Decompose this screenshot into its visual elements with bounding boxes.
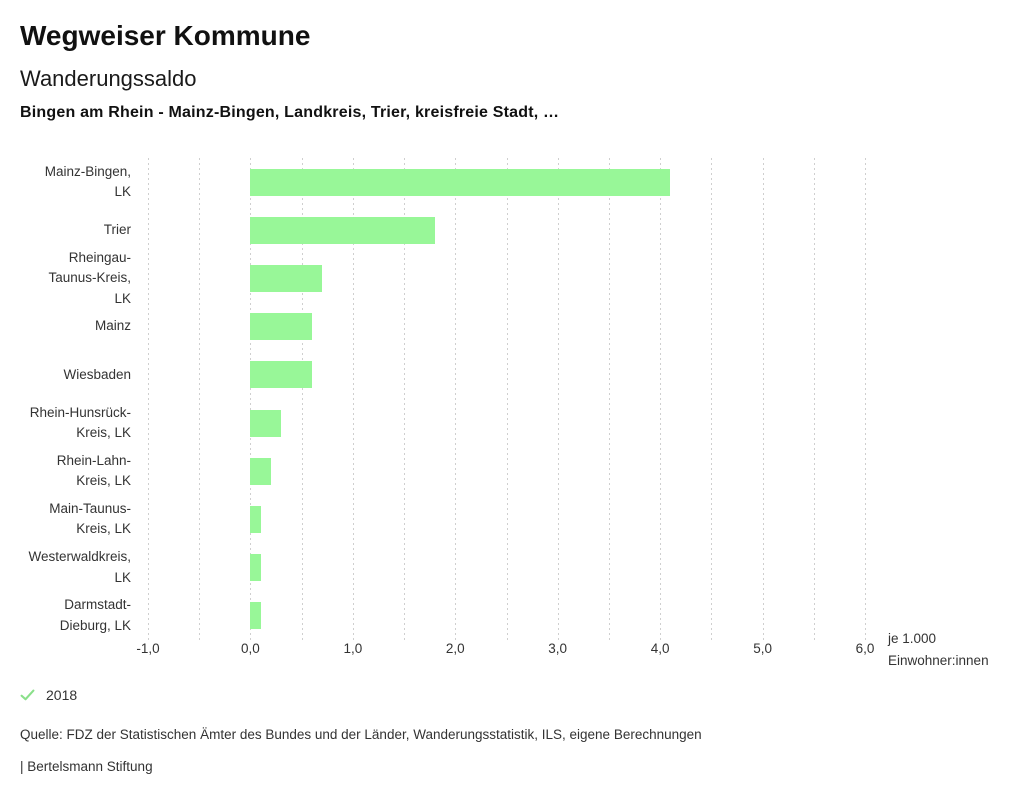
selection-subtitle: Bingen am Rhein - Mainz-Bingen, Landkrei… [20, 104, 560, 121]
bar-chart: Mainz-Bingen, LK Trier Rheingau- Taunus-Kr… [28, 158, 989, 671]
axis-unit-label: je 1.000 Einwohner:innen [888, 628, 989, 671]
category-label-main-taunus-kreis-lk: Main-Taunus- Kreis, LK [49, 500, 131, 537]
bar-westerwaldkreis-lk[interactable] [250, 554, 261, 582]
gridline [301, 158, 303, 640]
axis-unit-line-1: je 1.000 [888, 631, 937, 646]
bar-mainz-bingen-lk[interactable] [250, 168, 671, 196]
category-label-mainz: Mainz [94, 318, 131, 334]
gridline [455, 158, 457, 640]
x-tick-label: 5,0 [753, 641, 772, 656]
checkmark-icon [20, 689, 35, 701]
category-label-wiesbaden: Wiesbaden [63, 366, 131, 382]
bar-darmstadt-dieburg-lk[interactable] [250, 602, 261, 630]
gridline [404, 158, 406, 640]
x-tick-label: -1,0 [136, 641, 160, 656]
bar-rhein-lahn-kreis-lk[interactable] [250, 457, 271, 485]
category-label-trier: Trier [103, 222, 131, 238]
category-label-rheingau-taunus-kreis-lk: Rheingau- Taunus-Kreis, LK [48, 249, 131, 306]
gridline [608, 158, 610, 640]
category-label-rhein-lahn-kreis-lk: Rhein-Lahn- Kreis, LK [56, 452, 131, 489]
category-label-mainz-bingen-lk: Mainz-Bingen, LK [44, 163, 131, 200]
gridline [557, 158, 559, 640]
x-tick-label: 3,0 [548, 641, 568, 656]
category-label-rhein-hunsrück-kreis-lk: Rhein-Hunsrück- Kreis, LK [29, 404, 131, 441]
gridline [352, 158, 354, 640]
gridline [506, 158, 508, 640]
gridline [711, 158, 713, 640]
app-title: Wegweiser Kommune [20, 20, 311, 51]
gridline [660, 158, 662, 640]
x-tick-label: 1,0 [343, 641, 363, 656]
gridline [250, 158, 252, 640]
bar-wiesbaden[interactable] [250, 361, 312, 389]
plot-area [148, 158, 866, 640]
attribution: | Bertelsmann Stiftung [20, 759, 153, 774]
gridline [762, 158, 764, 640]
bar-trier[interactable] [250, 216, 435, 244]
gridline [813, 158, 815, 640]
gridline [148, 158, 149, 640]
bar-mainz[interactable] [250, 313, 312, 341]
bar-rhein-hunsrück-kreis-lk[interactable] [250, 409, 282, 437]
bar-main-taunus-kreis-lk[interactable] [250, 506, 261, 533]
indicator-title: Wanderungssaldo [20, 66, 197, 91]
x-tick-label: 4,0 [650, 641, 670, 656]
category-label-darmstadt-dieburg-lk: Darmstadt- Dieburg, LK [59, 597, 131, 633]
x-tick-label: 0,0 [241, 641, 260, 656]
bar-rheingau-taunus-kreis-lk[interactable] [250, 265, 323, 292]
x-tick-label: 6,0 [855, 641, 875, 656]
category-label-westerwaldkreis-lk: Westerwaldkreis, LK [28, 549, 131, 585]
axis-unit-line-2: Einwohner:innen [888, 652, 989, 668]
gridline [865, 158, 866, 640]
legend-year-label: 2018 [46, 686, 78, 703]
gridline [199, 158, 201, 640]
x-tick-label: 2,0 [445, 641, 465, 656]
legend-year-toggle[interactable]: 2018 [18, 685, 77, 704]
source-note: Quelle: FDZ der Statistischen Ämter des … [20, 727, 702, 742]
